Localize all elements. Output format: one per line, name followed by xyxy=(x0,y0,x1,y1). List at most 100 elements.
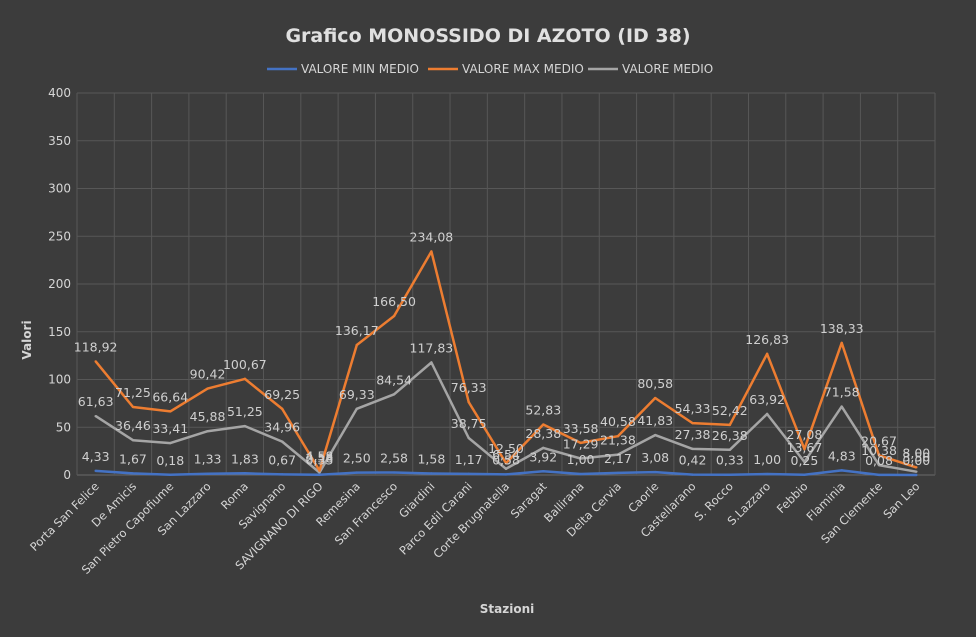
gridlines xyxy=(76,92,936,476)
data-point xyxy=(430,361,433,364)
data-point xyxy=(169,473,172,477)
data-point xyxy=(840,405,843,408)
y-tick-label: 250 xyxy=(48,229,71,243)
data-label: 90,42 xyxy=(190,367,226,382)
data-label: 69,33 xyxy=(339,387,375,402)
data-label: 234,08 xyxy=(410,229,454,244)
data-point xyxy=(728,448,732,452)
data-label: 3,50 xyxy=(902,450,930,465)
data-point xyxy=(355,343,358,347)
data-point xyxy=(915,470,918,473)
data-label: 26,38 xyxy=(712,428,748,443)
data-label: 28,38 xyxy=(525,426,561,441)
data-label: 52,42 xyxy=(712,403,748,418)
data-point xyxy=(803,447,806,451)
data-label: 12,50 xyxy=(488,441,524,456)
data-label: 126,83 xyxy=(745,332,789,347)
data-point xyxy=(131,438,135,442)
data-point xyxy=(243,472,247,475)
data-label: 0,33 xyxy=(716,453,744,468)
data-label: 80,58 xyxy=(637,376,673,391)
legend-label: VALORE MIN MEDIO xyxy=(301,62,419,76)
data-point xyxy=(654,470,657,474)
y-axis-ticks: 0 50 100 150 200 250 300 350 400 xyxy=(48,86,71,482)
data-label: 0,08 xyxy=(865,453,893,468)
data-point xyxy=(280,440,284,443)
data-point xyxy=(691,421,694,425)
data-label: 71,58 xyxy=(824,385,860,400)
data-point xyxy=(392,471,396,474)
data-point xyxy=(206,429,209,433)
data-label: 8,00 xyxy=(902,445,930,460)
data-point xyxy=(840,341,843,345)
data-point xyxy=(94,469,97,473)
data-point xyxy=(654,433,657,437)
data-label: 1,17 xyxy=(455,452,483,467)
data-point xyxy=(579,441,582,445)
data-label: 17,29 xyxy=(563,436,599,451)
data-label: 45,88 xyxy=(190,409,226,424)
data-label: 6,54 xyxy=(492,447,520,462)
data-label: 4,33 xyxy=(82,449,110,464)
data-point xyxy=(243,424,247,428)
data-point xyxy=(467,436,470,440)
data-point xyxy=(243,377,247,381)
data-label: 27,08 xyxy=(787,427,823,442)
data-label: 0,33 xyxy=(306,453,334,468)
data-point xyxy=(318,473,321,476)
data-point xyxy=(94,414,97,418)
y-tick-label: 350 xyxy=(48,134,71,148)
legend: VALORE MIN MEDIO VALORE MAX MEDIO VALORE M… xyxy=(267,62,713,76)
series-lines xyxy=(94,250,918,477)
data-label: 1,33 xyxy=(194,452,222,467)
data-label: 51,25 xyxy=(227,404,263,419)
data-label: 61,63 xyxy=(78,394,114,409)
y-tick-label: 300 xyxy=(48,182,71,196)
x-axis-title: Stazioni xyxy=(480,602,534,616)
x-tick-label: San Leo xyxy=(880,479,922,521)
data-label: 1,00 xyxy=(567,452,595,467)
y-axis-title: Valori xyxy=(20,320,34,359)
data-label: 0,00 xyxy=(902,453,930,468)
data-point xyxy=(915,473,918,477)
data-point xyxy=(765,472,769,476)
data-label: 3,08 xyxy=(641,450,669,465)
data-label: 117,83 xyxy=(410,340,454,355)
x-tick-label: Roma xyxy=(218,479,251,512)
data-label: 40,58 xyxy=(600,414,636,429)
y-tick-label: 100 xyxy=(48,373,71,387)
data-label: 33,58 xyxy=(563,421,599,436)
data-label: 33,41 xyxy=(152,421,188,436)
data-point xyxy=(691,473,694,476)
data-label: 66,64 xyxy=(152,389,188,404)
data-label: 4,83 xyxy=(828,448,856,463)
data-point xyxy=(280,407,284,411)
data-label: 2,17 xyxy=(604,451,632,466)
data-point xyxy=(504,461,508,465)
data-point xyxy=(169,441,172,445)
data-point xyxy=(765,352,769,356)
data-point xyxy=(765,412,769,416)
data-point xyxy=(542,423,545,426)
data-point xyxy=(169,410,172,413)
data-point xyxy=(728,423,732,427)
data-label: 118,92 xyxy=(74,339,118,354)
data-point xyxy=(616,435,620,438)
data-label: 36,46 xyxy=(115,418,151,433)
data-label: 41,83 xyxy=(637,413,673,428)
data-point xyxy=(206,387,209,390)
data-point xyxy=(430,472,433,475)
data-point xyxy=(430,250,433,253)
data-label: 2,58 xyxy=(380,451,408,466)
data-label: 2,50 xyxy=(343,451,371,466)
data-point xyxy=(877,463,881,467)
data-labels: 4,33 1,67 0,18 1,33 1,83 0,67 0,33 2,50 2,58 1,58… xyxy=(74,229,931,468)
y-tick-label: 50 xyxy=(56,420,71,434)
data-label: 34,96 xyxy=(264,420,300,435)
data-label: 84,54 xyxy=(376,372,412,387)
data-point xyxy=(728,473,732,476)
data-label: 38,75 xyxy=(451,416,487,431)
data-point xyxy=(392,314,396,318)
data-label: 136,17 xyxy=(335,323,379,338)
